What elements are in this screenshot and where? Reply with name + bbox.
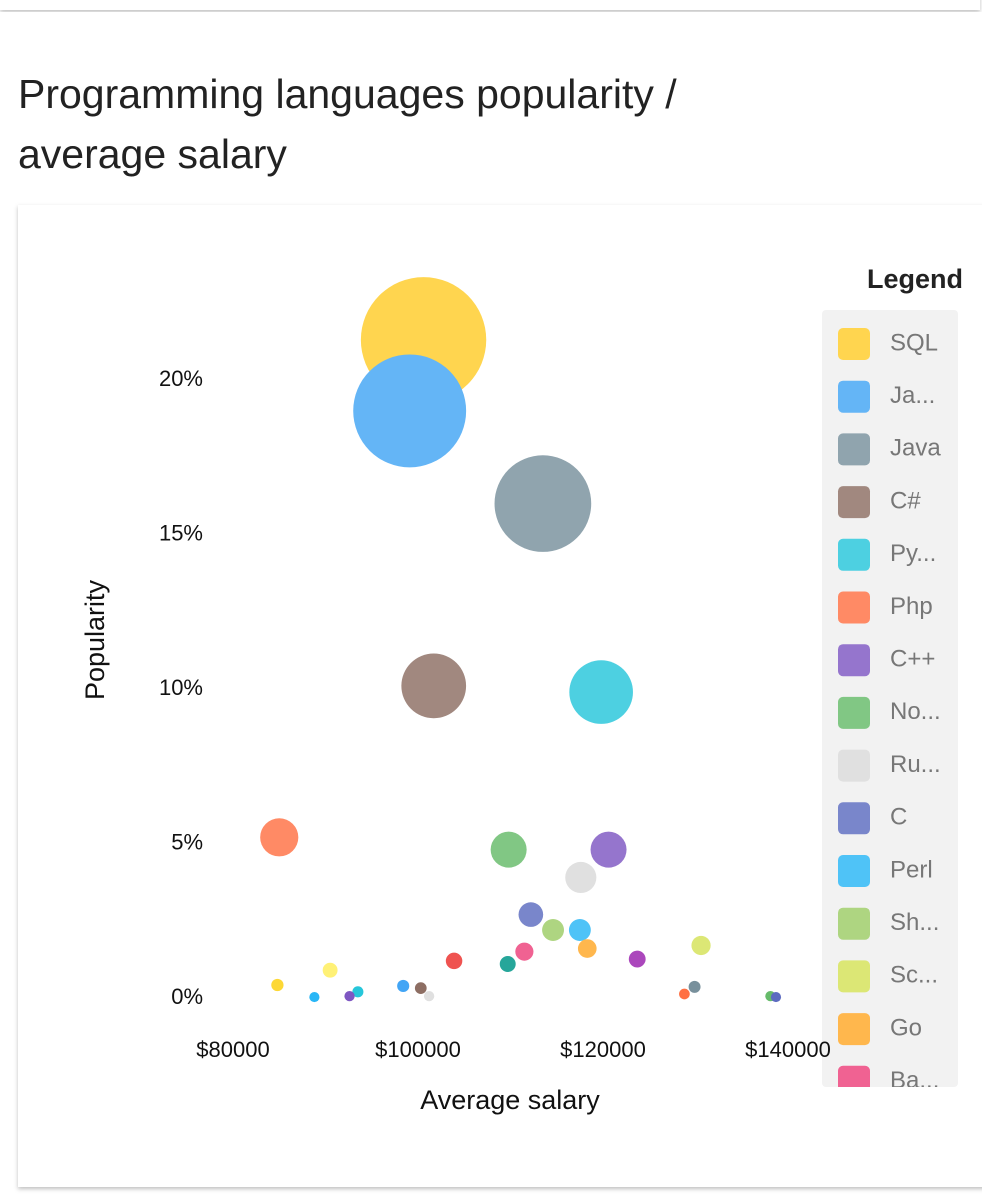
bubble xyxy=(542,919,565,941)
bubble xyxy=(691,935,711,956)
legend-swatch xyxy=(838,328,870,360)
x-tick-label: $100000 xyxy=(375,1037,461,1062)
x-tick-label: $80000 xyxy=(196,1037,269,1062)
legend-swatch xyxy=(838,1065,870,1087)
legend-label: Php xyxy=(890,593,933,620)
plot-area xyxy=(260,277,782,1003)
bubble xyxy=(397,979,410,993)
chart-card xyxy=(18,205,982,1187)
bubble xyxy=(569,660,633,724)
x-tick-label: $140000 xyxy=(745,1037,831,1062)
legend-swatch xyxy=(838,433,870,466)
bubble xyxy=(577,939,597,958)
bubble xyxy=(401,653,467,719)
legend-swatch xyxy=(838,855,870,887)
legend-swatch xyxy=(838,591,870,624)
legend-label: Perl xyxy=(890,856,933,883)
top-card xyxy=(0,0,980,10)
legend-swatch xyxy=(838,960,870,993)
bubble xyxy=(688,980,701,993)
legend-label: SQL xyxy=(890,329,938,356)
legend-swatch xyxy=(838,1013,870,1046)
legend-swatch xyxy=(838,749,870,782)
bubble xyxy=(518,902,544,927)
legend-label: Java xyxy=(890,435,941,462)
bubble xyxy=(628,950,646,968)
legend-label: C xyxy=(890,804,907,831)
y-axis-title: Popularity xyxy=(80,579,110,700)
bubble xyxy=(494,455,592,552)
legend-label: C# xyxy=(890,487,921,514)
legend: SQL Ja... Java C# Py... Php C++ No... Ru... C Perl… xyxy=(838,328,941,1094)
legend-label: Ba... xyxy=(890,1067,939,1094)
bubble xyxy=(679,988,690,1000)
legend-label: Sh... xyxy=(890,909,939,936)
legend-swatch xyxy=(838,907,870,940)
legend-title: Legend xyxy=(867,264,963,294)
bubble xyxy=(271,978,284,992)
bubble xyxy=(344,990,355,1002)
legend-label: Sc... xyxy=(890,962,938,989)
bubble xyxy=(568,919,591,941)
bubble xyxy=(565,861,597,894)
bubble xyxy=(309,991,320,1003)
y-tick-label: 0% xyxy=(171,984,203,1009)
bubble xyxy=(414,982,427,994)
legend-swatch xyxy=(838,696,870,729)
bubble xyxy=(423,990,435,1002)
chart-title: Programming languages popularity / avera… xyxy=(18,71,677,177)
legend-label: Ja... xyxy=(890,382,935,409)
y-tick-label: 5% xyxy=(171,829,203,854)
bubble xyxy=(445,952,463,970)
legend-swatch xyxy=(838,380,870,413)
bubble xyxy=(322,962,338,978)
bubble xyxy=(260,818,299,857)
bubble xyxy=(770,991,782,1003)
legend-label: Py... xyxy=(890,540,936,567)
legend-label: No... xyxy=(890,698,941,725)
legend-swatch xyxy=(838,802,870,835)
bubble xyxy=(590,831,627,868)
x-axis-title: Average salary xyxy=(420,1085,600,1115)
legend-swatch xyxy=(838,538,870,571)
y-tick-label: 10% xyxy=(159,675,203,700)
bubble xyxy=(490,831,527,868)
legend-swatch xyxy=(838,644,870,677)
legend-swatch xyxy=(838,486,870,519)
legend-label: C++ xyxy=(890,646,935,673)
y-tick-label: 20% xyxy=(159,366,203,391)
y-tick-label: 15% xyxy=(159,520,203,545)
bubble xyxy=(353,354,467,468)
bubble xyxy=(499,956,516,972)
bubble xyxy=(352,986,364,998)
legend-label: Go xyxy=(890,1014,922,1041)
x-tick-label: $120000 xyxy=(560,1037,646,1062)
bubble xyxy=(515,942,534,961)
legend-label: Ru... xyxy=(890,751,941,778)
